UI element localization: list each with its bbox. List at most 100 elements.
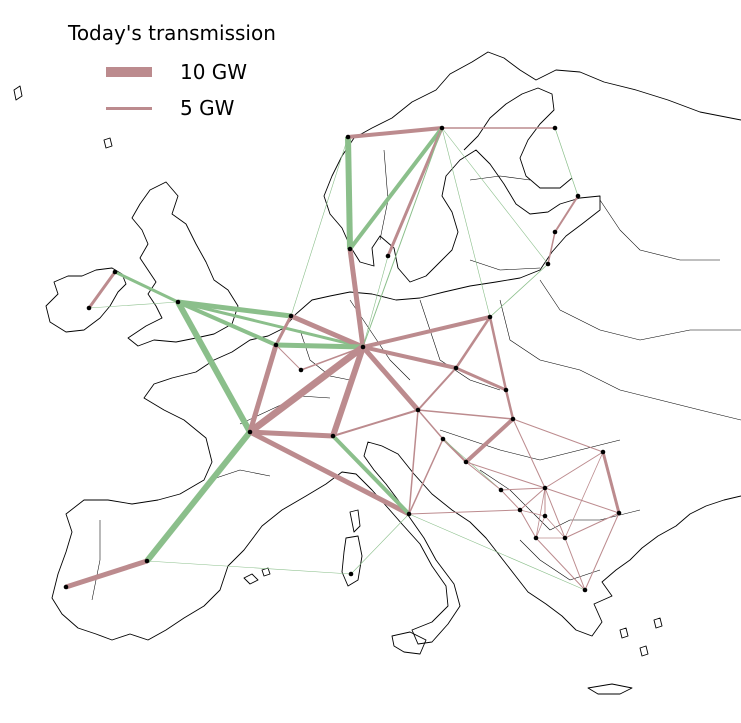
link-mk-gr <box>564 537 586 591</box>
link-hu-hr <box>464 417 515 464</box>
link-ie-gb <box>88 301 179 309</box>
node-it <box>406 511 412 517</box>
link-cz-sk <box>455 366 507 392</box>
link-gb-de <box>177 300 364 349</box>
network-nodes <box>63 125 622 593</box>
node-hu <box>510 416 516 422</box>
link-me-al <box>519 509 537 539</box>
node-gr <box>582 587 588 593</box>
node-pl <box>487 314 493 320</box>
node-al <box>533 535 539 541</box>
link-rs-me <box>519 487 546 511</box>
link-xk-mk <box>544 515 566 539</box>
link-se-pl <box>441 127 491 318</box>
link-rs-al <box>535 487 546 539</box>
node-gb <box>175 299 181 305</box>
legend-label-5gw: 5 GW <box>180 96 235 120</box>
link-bg-gr <box>584 512 620 591</box>
legend-item-10gw: 10 GW <box>106 57 247 87</box>
link-gb-be <box>177 300 277 347</box>
link-ro-bg <box>601 451 621 514</box>
link-hr-ba <box>465 461 502 491</box>
link-ch-it <box>331 434 411 516</box>
legend-swatch-10gw <box>106 67 152 77</box>
link-dk_e-de <box>362 255 389 348</box>
node-ee <box>575 193 581 199</box>
link-hu-ro <box>512 418 604 453</box>
great-britain-coast <box>127 181 239 347</box>
link-si-hr <box>442 438 467 463</box>
link-cz-at <box>417 367 457 411</box>
link-it-si <box>408 438 444 515</box>
node-fr <box>247 429 253 435</box>
link-ro-mk <box>564 451 604 539</box>
link-dk_w-de <box>347 248 366 348</box>
link-lv-lt <box>547 231 556 265</box>
continent-coast <box>51 51 741 645</box>
sardinia-corsica-coast <box>341 509 363 587</box>
node-rs <box>542 485 548 491</box>
ireland-coast <box>45 267 127 333</box>
node-nl <box>288 313 294 319</box>
transmission-links <box>65 126 621 591</box>
link-ch-de <box>330 346 366 437</box>
node-xk <box>542 513 548 519</box>
node-sard <box>348 571 354 577</box>
legend-label-10gw: 10 GW <box>180 60 248 84</box>
link-be-de <box>275 342 364 350</box>
link-de-cz <box>362 345 457 370</box>
node-ch <box>330 433 336 439</box>
link-fi-ee <box>554 127 579 197</box>
link-ie-ni <box>87 271 117 309</box>
node-es <box>144 558 150 564</box>
node-fi <box>552 125 558 131</box>
link-es-pt <box>65 558 148 590</box>
link-lt-pl <box>489 263 549 318</box>
node-lv <box>552 229 558 235</box>
node-ie <box>86 305 92 311</box>
link-rs-mk <box>544 487 566 539</box>
link-fr-de <box>247 344 366 435</box>
node-pt <box>63 584 69 590</box>
link-se-lt <box>441 127 549 265</box>
legend-item-5gw: 5 GW <box>106 93 234 123</box>
node-si <box>440 436 446 442</box>
link-pl-cz <box>454 316 492 369</box>
link-rs-ro <box>544 451 604 489</box>
link-de-at <box>361 345 420 412</box>
link-ch-at <box>332 409 419 437</box>
node-no <box>345 134 351 140</box>
link-hu-rs <box>512 418 546 489</box>
link-it-me <box>408 509 521 515</box>
link-hr-rs <box>465 461 546 489</box>
legend-swatch-5gw <box>106 106 152 110</box>
node-de <box>360 344 366 350</box>
link-bg-mk <box>564 512 620 539</box>
link-se-de <box>362 127 443 348</box>
link-sk-hu <box>504 389 515 420</box>
node-dk_e <box>385 253 391 259</box>
greek-islands-coast <box>587 617 663 695</box>
node-ro <box>600 449 606 455</box>
balearic-coast <box>243 567 271 585</box>
link-de-pl <box>362 315 491 349</box>
link-be-fr <box>247 344 279 433</box>
islands-coast <box>13 85 113 149</box>
node-bg <box>616 510 622 516</box>
link-ba-me <box>500 489 521 511</box>
node-lt <box>545 261 551 267</box>
link-al-gr <box>535 537 586 591</box>
node-ba <box>498 487 504 493</box>
link-ee-lv <box>554 195 579 233</box>
node-dk_w <box>347 246 353 252</box>
link-fr-it <box>248 429 411 517</box>
link-nl-de <box>290 313 364 350</box>
europe-coastlines <box>13 51 741 695</box>
node-at <box>415 407 421 413</box>
link-me-xk <box>519 509 546 517</box>
link-se-dk_w <box>348 126 444 251</box>
link-se-dk_e <box>386 127 444 257</box>
link-it-gr <box>408 513 586 591</box>
link-gb-fr <box>175 300 253 434</box>
link-fr-ch <box>249 429 334 439</box>
